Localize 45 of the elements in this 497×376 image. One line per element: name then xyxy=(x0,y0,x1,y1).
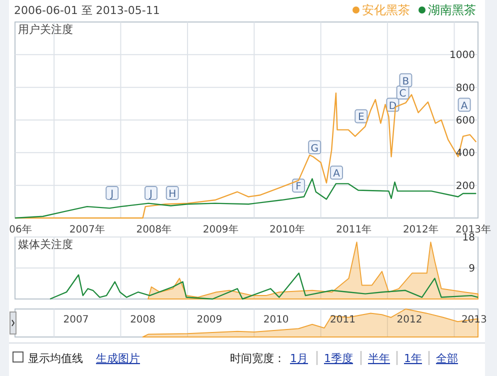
text: 全部 xyxy=(436,352,458,365)
annotation: H xyxy=(168,189,176,200)
annotation: A xyxy=(460,100,468,112)
annotation: E xyxy=(358,112,364,124)
annotation: D xyxy=(388,100,397,112)
x-tick-label: 2009 xyxy=(196,314,222,326)
x-tick-label: 2009年 xyxy=(202,224,238,236)
text: 生成图片 xyxy=(96,352,140,365)
chart-subtitle: 2006-06-01 至 2013-05-11 xyxy=(14,4,160,17)
chart-title: 用户关注度 xyxy=(18,23,73,36)
text: 1年 xyxy=(404,352,422,365)
y-tick-label: 9 xyxy=(468,264,475,274)
annotation: J xyxy=(110,189,114,200)
x-tick-label: 2007 xyxy=(63,314,89,326)
x-tick-label: 2008年 xyxy=(136,224,172,236)
text: 半年 xyxy=(368,352,390,365)
x-tick-label: 2012 xyxy=(396,314,422,326)
chart-title: 媒体关注度 xyxy=(18,238,73,251)
y-tick-label: 1000 xyxy=(450,50,475,62)
annotation: F xyxy=(296,182,302,193)
x-tick-label: 2010年 xyxy=(269,224,305,236)
annotation: C xyxy=(399,88,406,100)
x-tick-label: 2011 xyxy=(330,314,356,326)
text: 时间宽度： xyxy=(230,352,285,365)
line-series xyxy=(49,272,479,300)
line-series xyxy=(14,178,477,219)
y-tick-label: 600 xyxy=(456,116,475,126)
x-tick-label: 2007年 xyxy=(69,224,105,236)
text: 1月 xyxy=(290,352,308,365)
x-tick-label: 2010 xyxy=(263,314,289,326)
annotation: J xyxy=(148,189,152,200)
annotation: A xyxy=(333,168,340,180)
annotation: G xyxy=(310,143,318,154)
text: 1季度 xyxy=(324,352,353,365)
x-tick-label: 2011年 xyxy=(336,224,372,236)
legend-label: 湖南黑茶 xyxy=(428,3,476,17)
x-tick-label: 06年 xyxy=(9,224,32,236)
annotation: B xyxy=(402,76,410,88)
y-tick-label: 800 xyxy=(456,82,475,94)
y-tick-label: 200 xyxy=(456,180,475,192)
x-tick-label: 2008 xyxy=(130,314,156,326)
x-tick-label: 2012年 xyxy=(402,224,438,236)
text: 显示均值线 xyxy=(28,352,83,365)
y-tick-label: 18 xyxy=(462,232,475,244)
legend-label: 安化黑茶 xyxy=(362,3,410,17)
